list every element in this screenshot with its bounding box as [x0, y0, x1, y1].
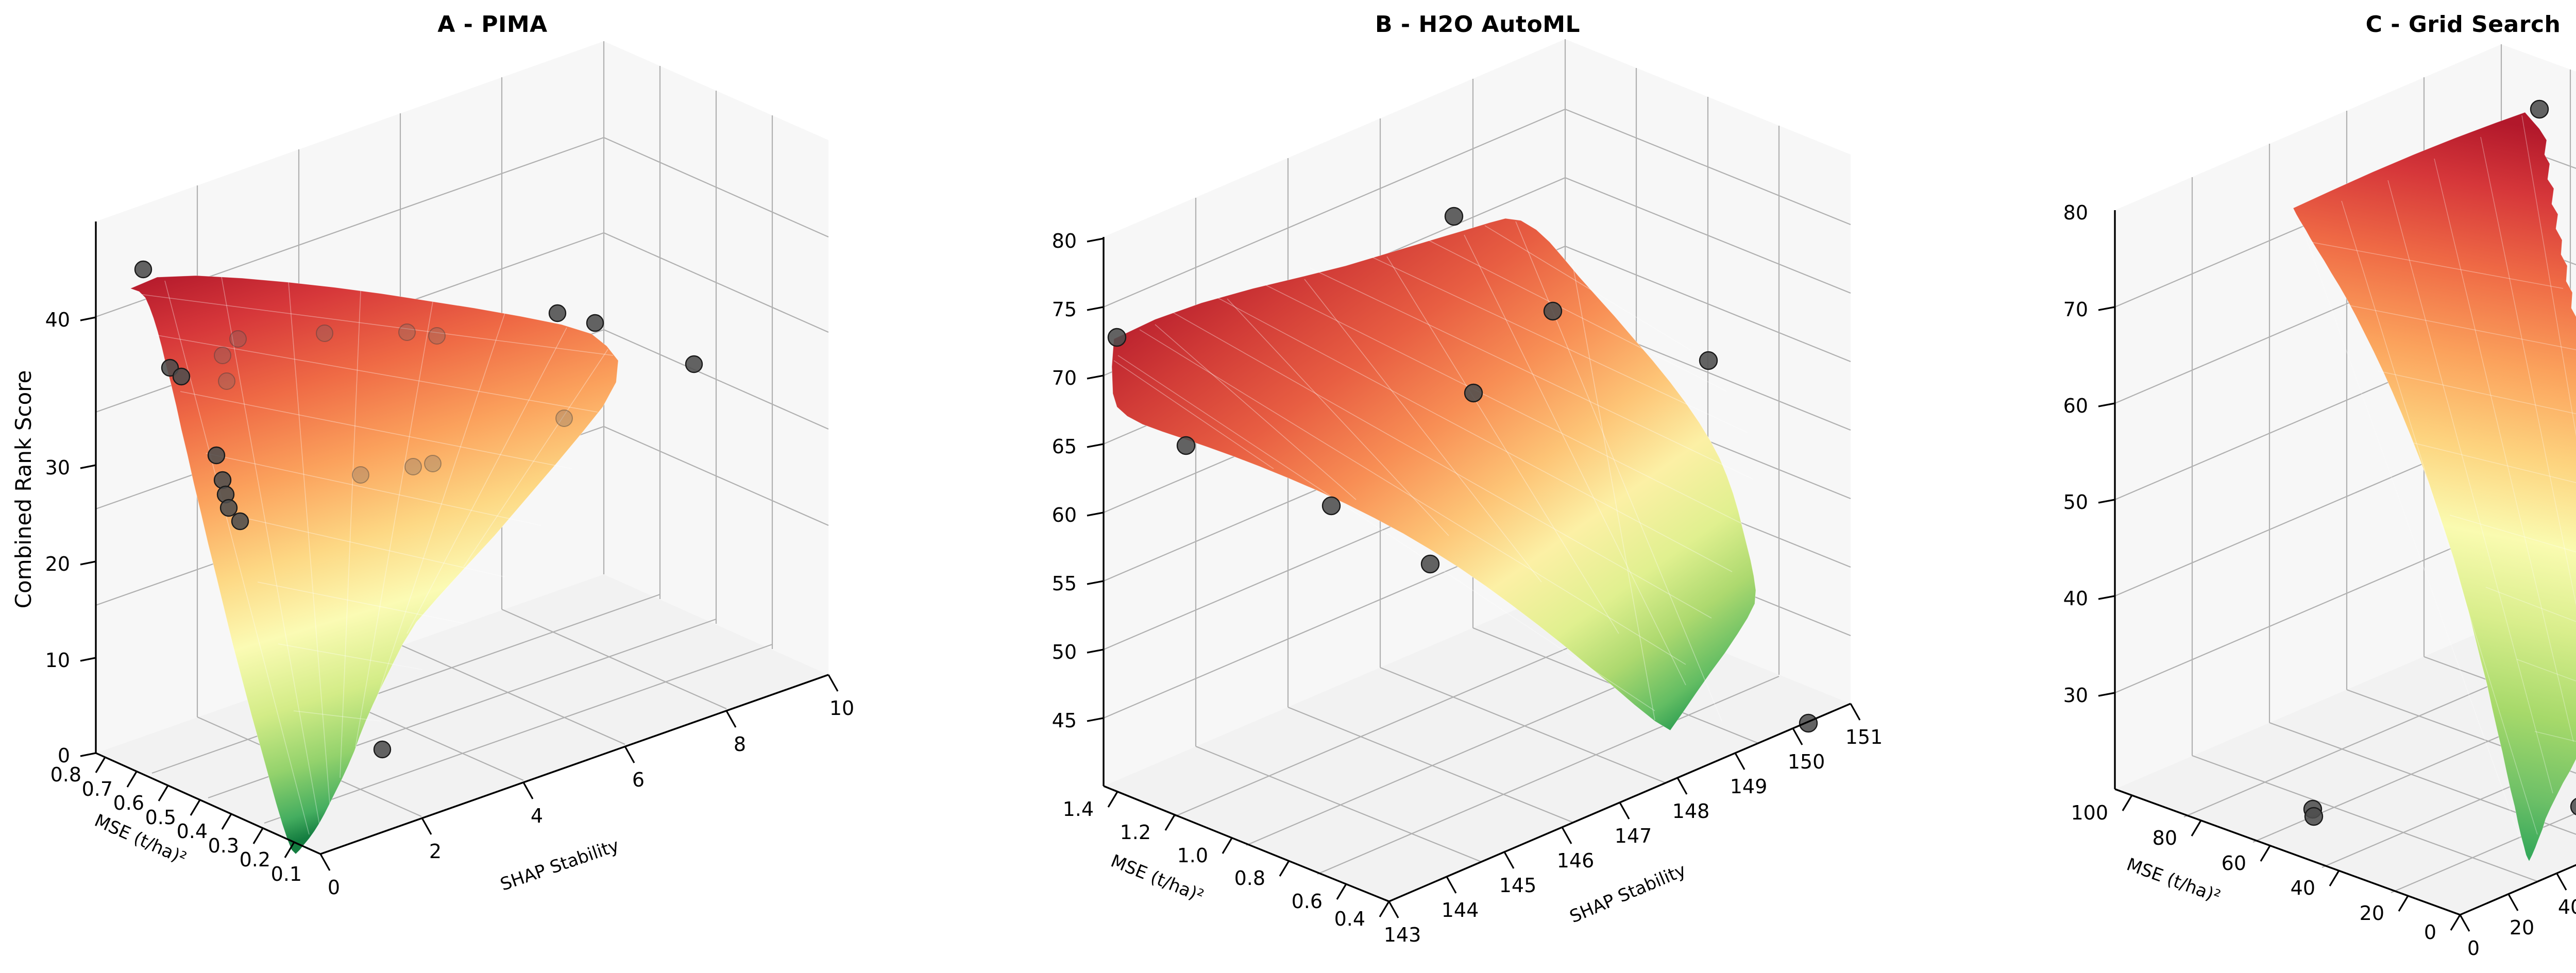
y-tick: 80	[2153, 827, 2177, 849]
x-tick: 40	[2558, 896, 2576, 918]
panel-b-title: B - H2O AutoML	[1375, 11, 1581, 38]
panel-a-title: A - PIMA	[437, 11, 548, 38]
panel-b-y-ticklabels: 1.4 1.2 1.0 0.8 0.6 0.4	[1063, 798, 1365, 930]
y-tick: 0.4	[1334, 908, 1365, 930]
panel-b-z-ticklabels: 45 50 55 60 65 70 75 80	[1052, 230, 1077, 732]
z-tick: 55	[1052, 572, 1077, 595]
y-tick: 0.7	[82, 778, 113, 800]
x-tick: 143	[1384, 924, 1421, 946]
z-tick: 10	[45, 649, 70, 672]
z-tick: 80	[1052, 230, 1077, 252]
z-tick: 75	[1052, 298, 1077, 321]
panel-c-y-ticklabels: 100 80 60 40 20 0	[2071, 801, 2436, 944]
y-tick: 0.1	[271, 863, 302, 885]
panel-c-ylabel: MSE (t/ha)²	[2124, 854, 2223, 907]
panel-b-surface	[1111, 218, 1756, 731]
y-tick: 0	[2424, 921, 2436, 944]
panel-b-x-axis	[1388, 703, 1861, 918]
panel-c-z-axis	[2098, 210, 2116, 789]
y-tick: 0.2	[240, 848, 270, 871]
y-tick: 1.4	[1063, 798, 1094, 821]
panel-c-x-axis	[2459, 864, 2576, 932]
y-tick: 0.6	[1292, 890, 1323, 913]
panel-c-grid-search: C - Grid Search	[1971, 0, 2576, 973]
x-tick: 149	[1730, 775, 1768, 798]
x-tick: 0	[2467, 937, 2480, 960]
panel-a-pima: A - PIMA	[0, 0, 985, 973]
panel-a-z-ticklabels: 0 10 20 30 40	[45, 309, 70, 767]
z-tick: 65	[1052, 435, 1077, 458]
z-tick: 50	[1052, 641, 1077, 663]
x-tick: 148	[1672, 800, 1710, 823]
panel-b-x-ticklabels: 143 144 145 146 147 148 149 150 151	[1384, 726, 1883, 946]
x-tick: 4	[531, 805, 543, 827]
panel-a-xlabel: SHAP Stability	[498, 835, 622, 895]
x-tick: 10	[829, 697, 854, 720]
panel-b-y-axis	[1103, 785, 1390, 917]
z-tick: 40	[2063, 587, 2088, 610]
panel-c-x-ticklabels: 0 20 40 60 80 100 120 140 160	[2467, 896, 2576, 960]
z-tick: 80	[2063, 201, 2088, 224]
y-tick: 100	[2071, 801, 2108, 824]
y-tick: 1.2	[1120, 821, 1151, 844]
z-tick: 50	[2063, 491, 2088, 514]
panel-a-y-ticklabels: 0.8 0.7 0.6 0.5 0.4 0.3 0.2 0.1	[50, 763, 302, 885]
panel-a-scatter	[134, 260, 703, 759]
panel-b-axes: 45 50 55 60 65 70 75 80 1.4 1.2 1.0 0.8 …	[1052, 39, 1883, 946]
z-tick: 70	[1052, 367, 1077, 389]
x-tick: 144	[1442, 899, 1479, 921]
panel-b-h2o-automl: B - H2O AutoML	[985, 0, 1970, 973]
y-tick: 0.6	[113, 792, 144, 814]
panel-a-x-axis	[319, 674, 839, 871]
x-tick: 8	[734, 733, 746, 756]
z-tick: 60	[2063, 395, 2088, 417]
x-tick: 151	[1845, 726, 1883, 748]
x-tick: 145	[1499, 874, 1537, 897]
y-tick: 40	[2291, 877, 2315, 899]
panel-a-z-axis	[80, 221, 97, 757]
panel-c-y-axis	[2114, 788, 2461, 931]
x-tick: 150	[1788, 750, 1825, 773]
panel-b-z-axis	[1087, 237, 1105, 786]
z-tick: 45	[1052, 709, 1077, 732]
z-tick: 60	[1052, 504, 1077, 526]
x-tick: 6	[632, 769, 645, 791]
z-tick: 40	[45, 309, 70, 331]
panel-c-scatter	[2303, 99, 2576, 826]
panel-b-scatter	[1107, 207, 1818, 733]
panel-c-title: C - Grid Search	[2365, 11, 2561, 38]
x-tick: 146	[1557, 849, 1595, 872]
z-tick: 70	[2063, 298, 2088, 321]
y-tick: 0.5	[145, 806, 176, 829]
x-tick: 20	[2510, 916, 2534, 939]
y-tick: 0.3	[208, 834, 239, 857]
y-tick: 0.4	[177, 820, 208, 843]
z-tick: 0	[58, 744, 70, 767]
y-tick: 60	[2222, 852, 2246, 875]
x-tick: 0	[328, 876, 340, 899]
z-tick: 30	[45, 456, 70, 479]
z-tick: 30	[2063, 684, 2088, 707]
panel-a-zlabel: Combined Rank Score	[11, 370, 36, 609]
y-tick: 0.8	[50, 763, 81, 786]
y-tick: 1.0	[1177, 844, 1208, 867]
panel-a-y-axis	[95, 752, 321, 858]
panel-c-z-ticklabels: 30 40 50 60 70 80	[2063, 201, 2088, 707]
y-tick: 0.8	[1234, 867, 1265, 890]
panel-a-axes: 0 10 20 30 40 0.8 0.7 0.6 0.5 0.4 0.3 0.…	[11, 41, 854, 899]
x-tick: 147	[1615, 825, 1652, 847]
panel-a-x-ticklabels: 0 2 4 6 8 10	[328, 697, 854, 899]
panel-c-surface	[2293, 112, 2576, 862]
x-tick: 2	[429, 840, 442, 863]
y-tick: 20	[2360, 902, 2384, 925]
z-tick: 20	[45, 553, 70, 575]
panel-c-axes: 30 40 50 60 70 80 100 80 60 40 20 0 0 20…	[2063, 44, 2576, 960]
